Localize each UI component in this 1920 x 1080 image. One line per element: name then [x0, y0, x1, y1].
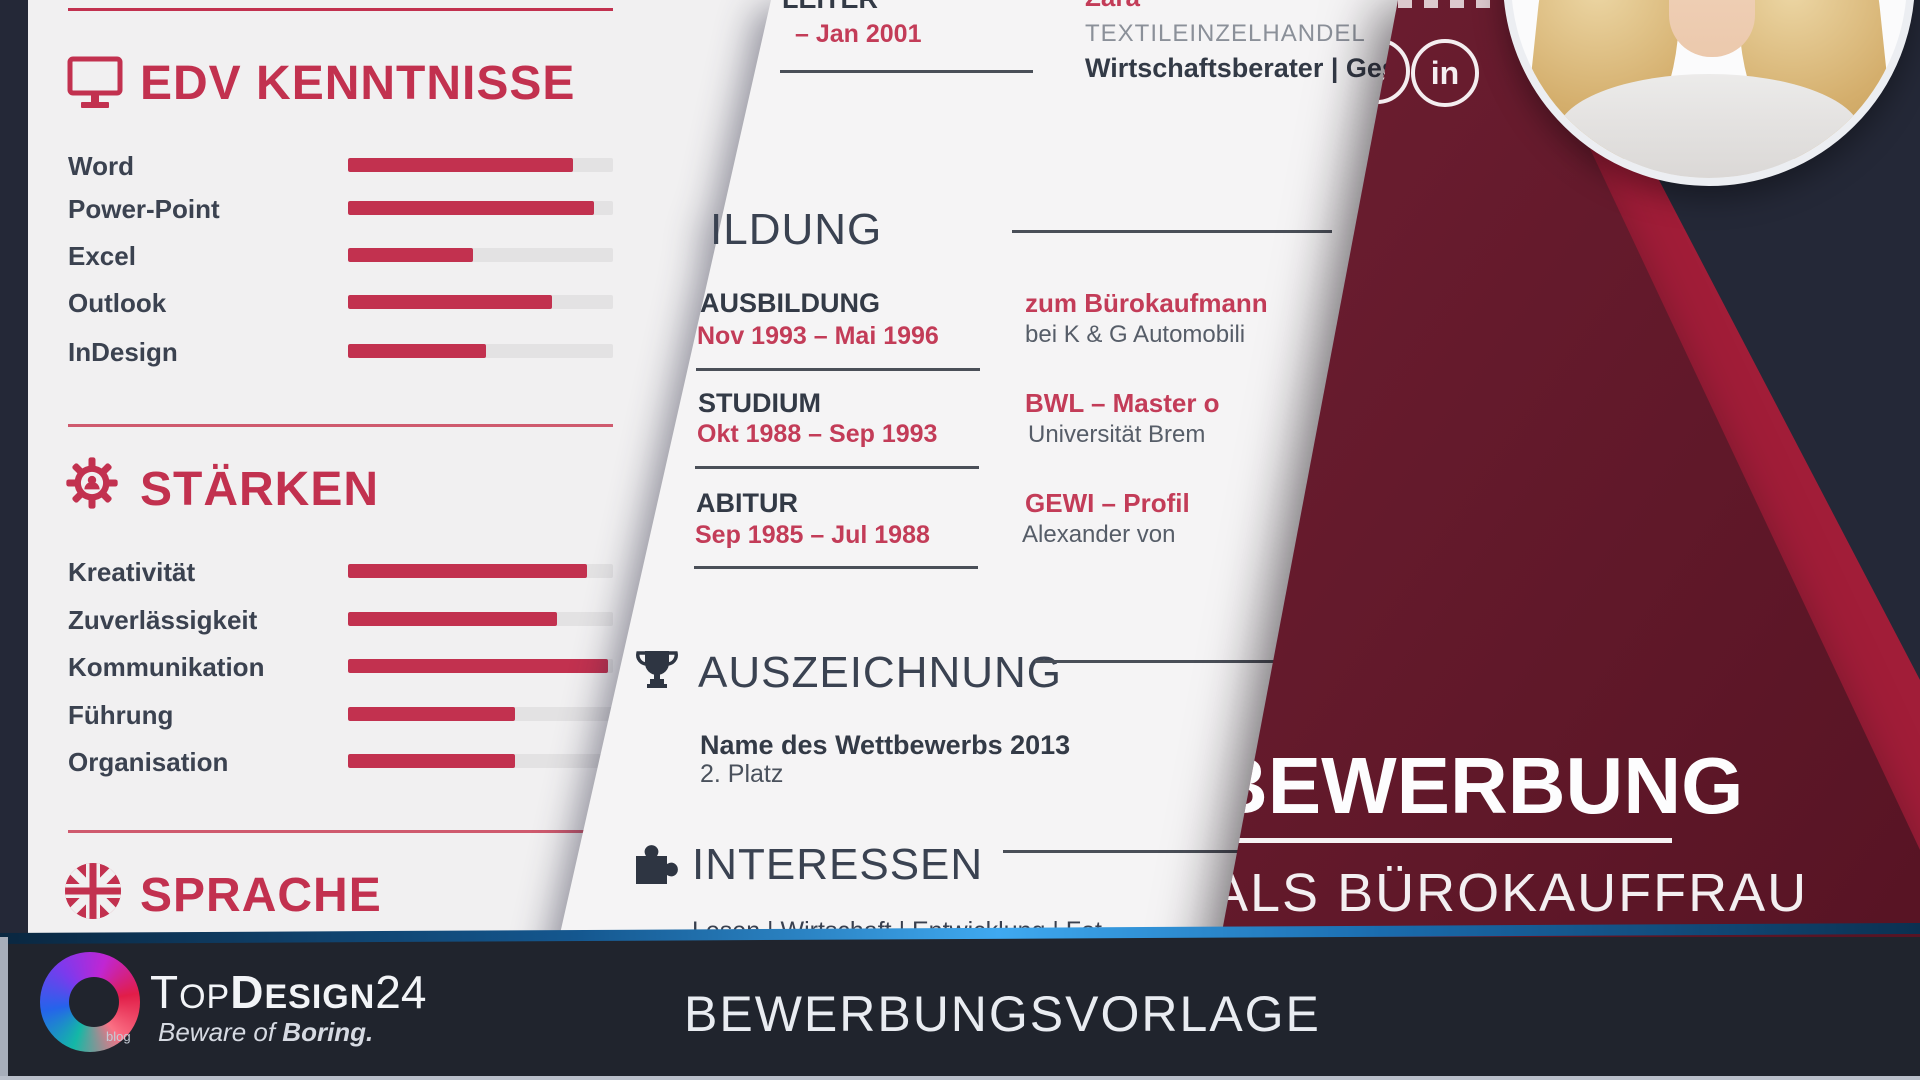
skill-name: InDesign: [68, 337, 178, 367]
section-divider: [68, 830, 613, 833]
puzzle-icon: [636, 845, 678, 884]
linkedin-icon-glyph: in: [1430, 54, 1460, 91]
blog-label: blog: [106, 1029, 131, 1044]
skill-bar-fill: [348, 201, 595, 215]
footer-center-label: BEWERBUNGSVORLAGE: [684, 986, 1321, 1042]
uk-flag-icon: [65, 863, 121, 919]
bildung-section-title: ILDUNG: [710, 205, 883, 254]
brand-wordmark: TopDesign24: [150, 965, 426, 1019]
topdesign24-logo: [40, 952, 140, 1052]
footer-bottom-edge: [0, 1076, 1920, 1080]
skill-name: Kreativität: [68, 557, 196, 587]
cover-subtitle: ALS BÜROKAUFFRAU: [1212, 863, 1809, 923]
skill-bar: [348, 201, 613, 215]
skill-bar: [348, 295, 613, 309]
skill-bar: [348, 659, 613, 673]
tagline-light: Beware of: [158, 1017, 283, 1047]
experience-company-cropped: Zara: [1085, 0, 1245, 10]
experience-title-cropped: LEITER: [782, 0, 1012, 16]
education-degree: zum Bürokaufmann: [1025, 288, 1268, 318]
skill-bar: [348, 248, 613, 262]
skill-bar-fill: [348, 158, 574, 172]
divider: [696, 368, 980, 371]
brand-part-top: Top: [150, 966, 231, 1018]
skill-bar-fill: [348, 754, 515, 768]
divider: [1035, 660, 1335, 663]
skill-name: Excel: [68, 241, 136, 271]
education-institution: bei K & G Automobili: [1025, 321, 1246, 348]
skill-bar: [348, 344, 613, 358]
skill-name: Power-Point: [68, 194, 220, 224]
award-competition: Name des Wettbewerbs 2013: [700, 730, 1071, 760]
staerken-section-title: STÄRKEN: [140, 463, 380, 516]
skill-name: Outlook: [68, 288, 167, 318]
skill-name: Zuverlässigkeit: [68, 605, 258, 635]
skill-bar-fill: [348, 659, 608, 673]
auszeichnung-section-title: AUSZEICHNUNG: [698, 648, 1063, 697]
gear-person-icon: [66, 457, 118, 509]
footer-left-edge: [0, 937, 8, 1080]
divider: [695, 466, 979, 469]
education-institution: Alexander von: [1022, 521, 1176, 548]
skill-bar-fill: [348, 295, 553, 309]
skill-bar-fill: [348, 564, 587, 578]
cropped-text-fragment: [1398, 0, 1493, 8]
education-label: STUDIUM: [698, 388, 821, 418]
education-degree: GEWI – Profil: [1025, 488, 1190, 518]
brand-part-design: Design: [230, 966, 376, 1018]
section-divider: [68, 424, 613, 427]
skill-bar: [348, 612, 613, 626]
education-label: AUSBILDUNG: [700, 288, 880, 318]
education-date: Sep 1985 – Jul 1988: [695, 521, 930, 549]
tagline-bold: Boring.: [282, 1017, 374, 1047]
top-divider: [68, 8, 613, 11]
divider: [1012, 230, 1332, 233]
skill-bar-fill: [348, 612, 558, 626]
monitor-icon: [67, 56, 123, 108]
linkedin-icon: in: [1411, 39, 1479, 107]
education-date: Okt 1988 – Sep 1993: [697, 420, 938, 448]
skill-bar: [348, 754, 613, 768]
brand-part-24: 24: [375, 966, 427, 1018]
education-institution: Universität Brem: [1028, 421, 1206, 448]
skill-name: Kommunikation: [68, 652, 265, 682]
footer-bar: blog TopDesign24 Beware of Boring. BEWER…: [0, 922, 1920, 1080]
skill-name: Führung: [68, 700, 174, 730]
skill-bar: [348, 707, 613, 721]
award-result: 2. Platz: [700, 760, 784, 788]
skill-bar-fill: [348, 344, 486, 358]
skill-bar-fill: [348, 707, 515, 721]
cover-title-underline: [1210, 838, 1672, 843]
social-icon-left-glyph: e: [1368, 52, 1386, 89]
education-label: ABITUR: [696, 488, 798, 518]
skill-bar: [348, 564, 613, 578]
education-degree: BWL – Master o: [1025, 388, 1220, 418]
profile-photo: [1503, 0, 1915, 186]
divider: [1003, 850, 1303, 853]
social-icon-left: e: [1344, 38, 1410, 104]
interessen-section-title: INTERESSEN: [692, 840, 984, 889]
edv-section-title: EDV KENNTNISSE: [140, 57, 576, 110]
divider: [780, 70, 1033, 73]
divider: [694, 566, 978, 569]
experience-industry: TEXTILEINZELHANDEL: [1085, 20, 1366, 47]
education-date: Nov 1993 – Mai 1996: [697, 322, 939, 350]
sprache-section-title: SPRACHE: [140, 869, 382, 922]
experience-date: – Jan 2001: [795, 20, 922, 48]
skill-bar: [348, 158, 613, 172]
trophy-icon: [636, 651, 678, 688]
brand-tagline: Beware of Boring.: [158, 1017, 373, 1048]
skill-bar-fill: [348, 248, 473, 262]
skill-name: Organisation: [68, 747, 229, 777]
cover-title: BEWERBUNG: [1210, 741, 1744, 830]
skill-name: Word: [68, 151, 134, 181]
shoulders: [1557, 74, 1861, 178]
